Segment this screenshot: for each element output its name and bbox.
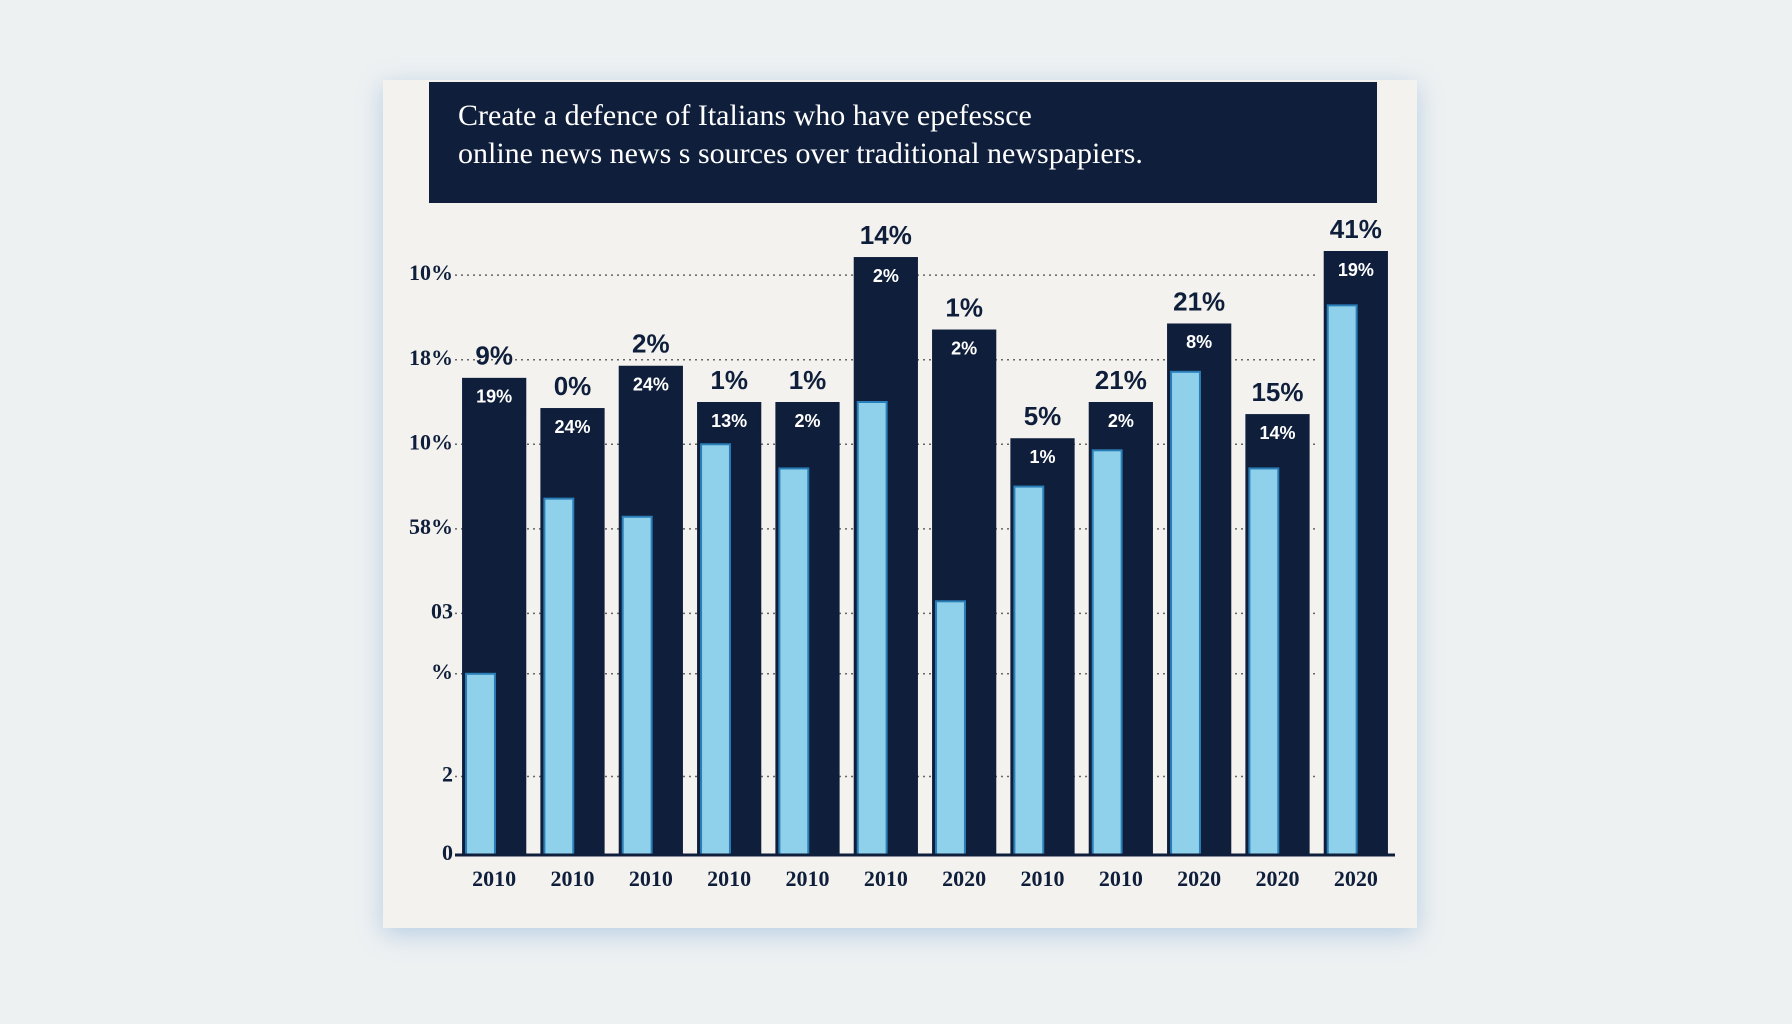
x-tick-label: 2010 xyxy=(1099,866,1143,891)
inner-label: 2% xyxy=(873,266,899,286)
bar-label: 2% xyxy=(632,329,670,359)
inner-label: 24% xyxy=(554,417,590,437)
bar xyxy=(465,672,496,856)
inner-label: 2% xyxy=(951,338,977,358)
label-box xyxy=(542,412,603,443)
x-tick-label: 2010 xyxy=(551,866,595,891)
x-tick-label: 2010 xyxy=(472,866,516,891)
label-box xyxy=(1247,418,1308,449)
bar xyxy=(778,467,810,856)
bar xyxy=(1170,370,1201,856)
label-box xyxy=(699,406,760,436)
bar-label: 21% xyxy=(1173,286,1225,316)
bar-label: 5% xyxy=(1024,401,1062,431)
y-tick-label: 0 xyxy=(442,840,453,865)
label-box xyxy=(777,406,838,436)
bar xyxy=(1013,485,1045,856)
inner-label: 14% xyxy=(1259,423,1295,443)
inner-label: 1% xyxy=(1029,447,1055,467)
label-box xyxy=(464,381,525,412)
bar-label: 14% xyxy=(860,220,912,250)
inner-label: 24% xyxy=(633,375,669,395)
x-tick-label: 2020 xyxy=(1256,866,1300,891)
label-box xyxy=(620,369,681,400)
bar xyxy=(935,600,966,856)
inner-label: 19% xyxy=(476,387,512,407)
chart-title: Create a defence of Italians who have ep… xyxy=(458,99,1032,132)
inner-label: 8% xyxy=(1186,332,1212,352)
bar-label: 1% xyxy=(710,365,748,395)
bar-label: 41% xyxy=(1330,214,1382,244)
label-box xyxy=(1090,406,1151,436)
x-tick-label: 2010 xyxy=(707,866,751,891)
y-tick-label: 10% xyxy=(409,260,453,285)
x-tick-label: 2020 xyxy=(942,866,986,891)
bar-label: 21% xyxy=(1095,365,1147,395)
bar xyxy=(700,443,731,856)
bar xyxy=(1091,449,1123,856)
label-box xyxy=(1012,442,1073,473)
inner-label: 13% xyxy=(711,411,747,431)
x-tick-label: 2010 xyxy=(629,866,673,891)
x-tick-label: 2020 xyxy=(1177,866,1221,891)
x-tick-label: 2020 xyxy=(1334,866,1378,891)
bar-label: 1% xyxy=(789,365,827,395)
inner-label: 2% xyxy=(1108,411,1134,431)
bar xyxy=(621,515,653,856)
x-tick-label: 2010 xyxy=(786,866,830,891)
inner-label: 2% xyxy=(794,411,820,431)
label-box xyxy=(934,333,995,364)
bar-label: 9% xyxy=(475,341,513,371)
x-tick-label: 2010 xyxy=(864,866,908,891)
label-box xyxy=(1169,327,1230,358)
label-box xyxy=(855,261,916,292)
y-tick-label: 58% xyxy=(409,514,453,539)
y-tick-label: 18% xyxy=(409,345,453,370)
label-box xyxy=(1325,255,1386,285)
y-tick-label: 10% xyxy=(409,429,453,454)
title-box xyxy=(429,82,1377,203)
bar xyxy=(856,401,888,856)
y-tick-label: % xyxy=(431,659,453,684)
bar xyxy=(1326,304,1358,856)
inner-label: 19% xyxy=(1338,260,1374,280)
bar-label: 1% xyxy=(945,292,983,322)
x-tick-label: 2010 xyxy=(1021,866,1065,891)
bar-label: 15% xyxy=(1251,377,1303,407)
bar-label: 0% xyxy=(554,371,592,401)
bar xyxy=(543,497,575,856)
chart-title: online news news s sources over traditio… xyxy=(458,137,1143,170)
y-tick-label: 03 xyxy=(431,598,453,623)
y-tick-label: 2 xyxy=(442,762,453,787)
bar xyxy=(1248,467,1280,856)
